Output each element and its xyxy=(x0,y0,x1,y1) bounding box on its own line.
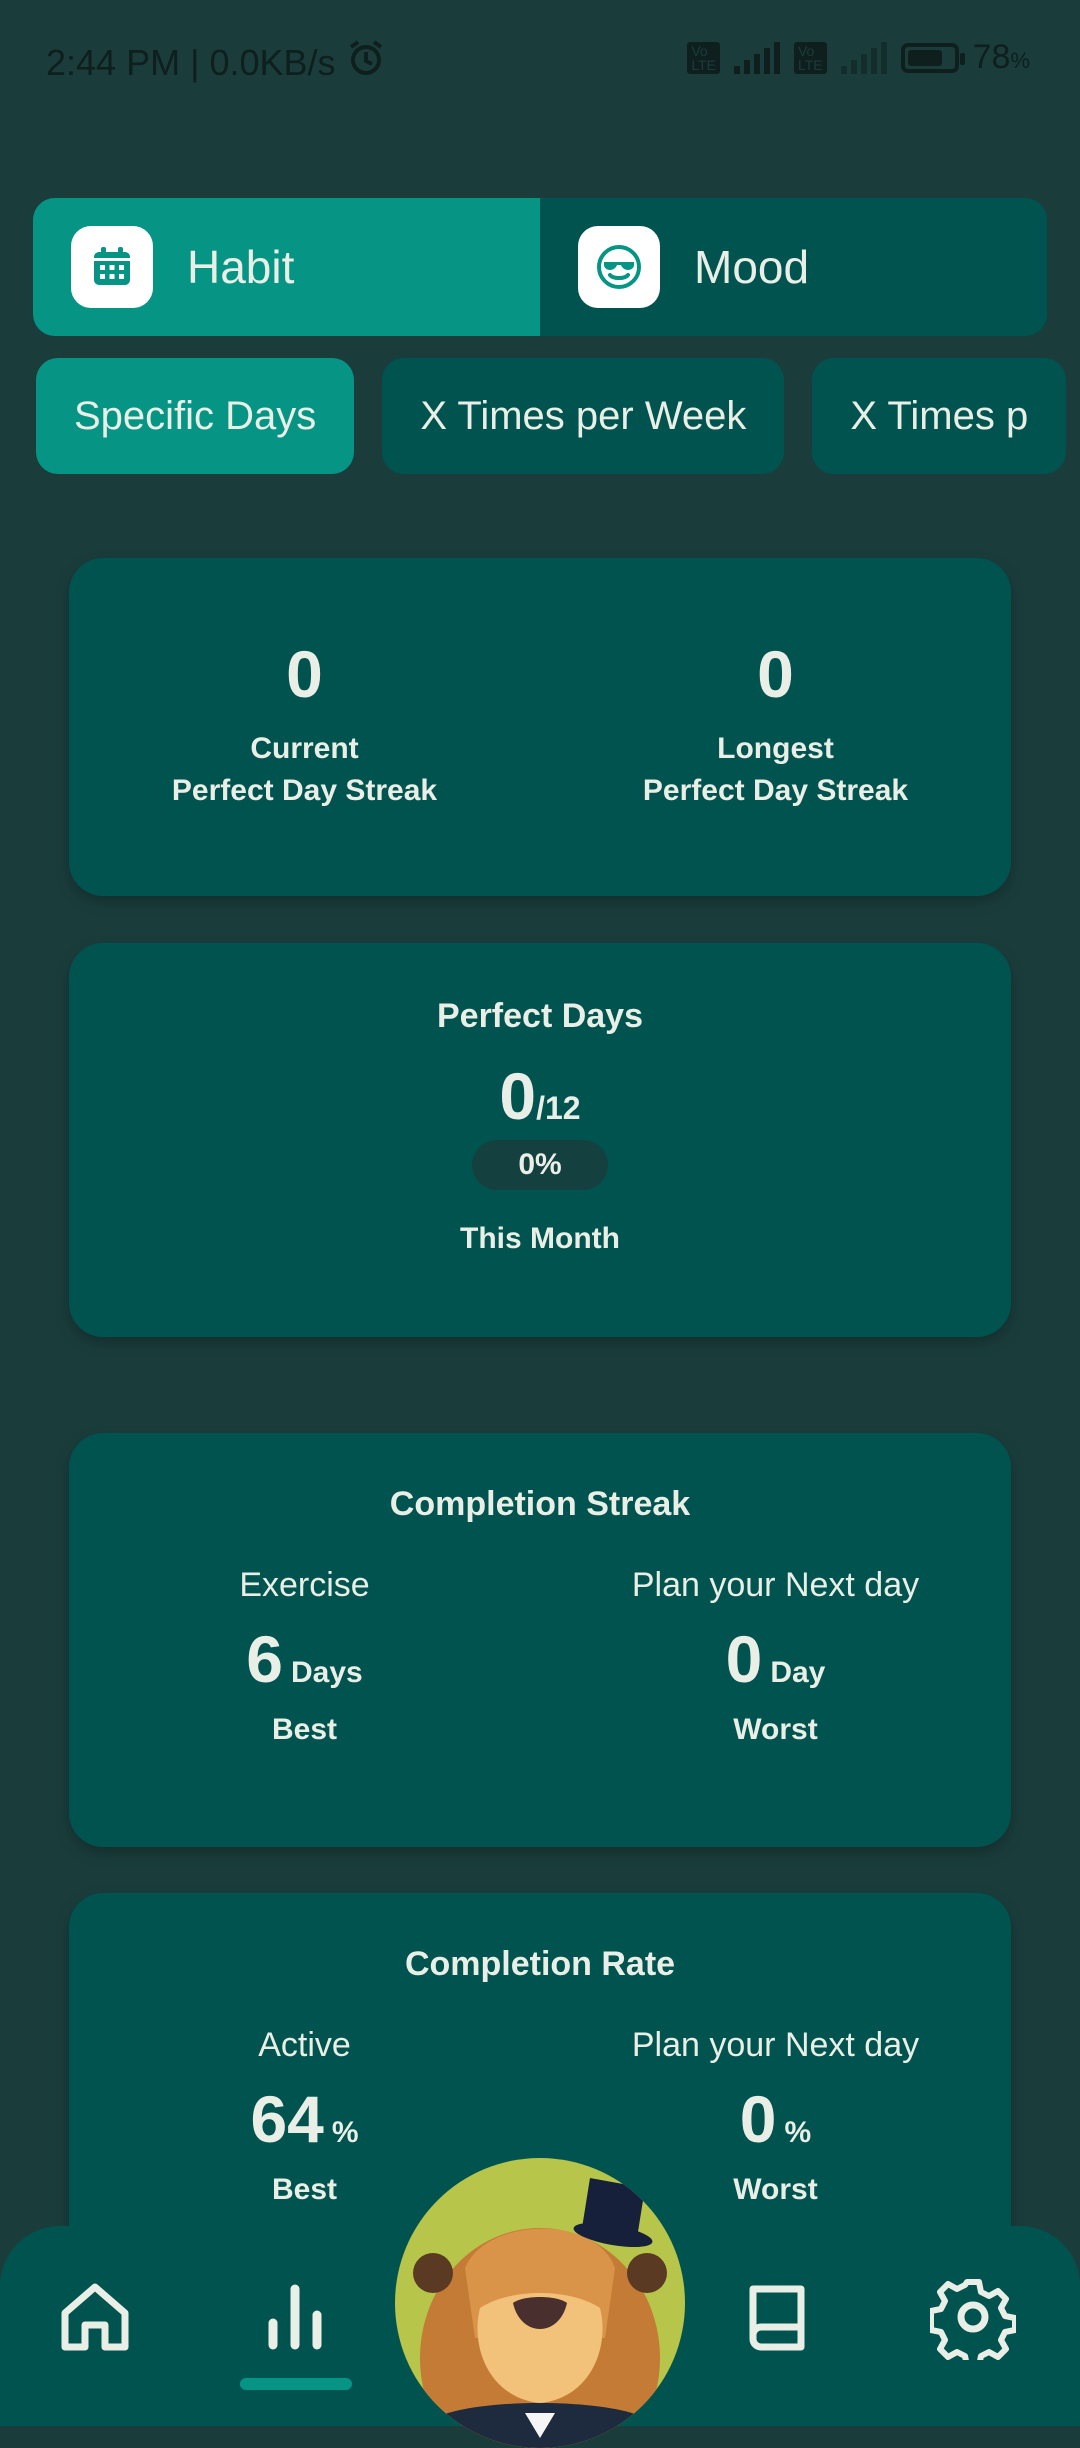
volte-icon: Vo LTE xyxy=(687,41,720,74)
current-streak-value: 0 xyxy=(286,637,323,711)
calendar-icon xyxy=(71,226,153,308)
completion-streak-worst-name: Plan your Next day xyxy=(631,1566,920,1604)
status-left: 2:44 PM | 0.0KB/s xyxy=(46,38,386,87)
mascot-beaver-button[interactable] xyxy=(395,2158,685,2448)
volte-icon-2: Vo LTE xyxy=(793,41,827,74)
completion-streak-best-name: Exercise xyxy=(239,1566,370,1604)
tab-mood[interactable]: Mood xyxy=(540,198,1047,336)
completion-rate-worst-value: 0 xyxy=(739,2082,777,2156)
completion-rate-worst: Plan your Next day 0% Worst xyxy=(540,2026,1011,2211)
beaver-illustration xyxy=(413,2178,667,2448)
smiley-sunglasses-icon xyxy=(578,226,660,308)
longest-streak-label-1: Longest xyxy=(717,732,834,765)
completion-streak-best: Exercise 6 Days Best xyxy=(69,1566,540,1751)
current-streak-label-2: Perfect Day Streak xyxy=(171,774,438,807)
tab-habit-label: Habit xyxy=(187,241,295,293)
completion-streak-title: Completion Streak xyxy=(389,1485,691,1523)
home-icon[interactable] xyxy=(50,2272,140,2362)
completion-streak-card: Completion Streak Exercise 6 Days Best Pl… xyxy=(69,1433,1011,1847)
signal-icon-2 xyxy=(840,41,887,74)
completion-rate-best-value: 64 xyxy=(250,2082,324,2156)
current-streak: 0 Current Perfect Day Streak xyxy=(69,636,540,812)
completion-streak-best-unit: Days xyxy=(291,1656,363,1689)
battery-icon xyxy=(900,42,965,73)
completion-streak-best-value: 6 xyxy=(246,1622,283,1696)
completion-streak-best-tag: Best xyxy=(271,1713,338,1746)
completion-rate-best-name: Active xyxy=(258,2026,351,2064)
perfect-days-title: Perfect Days xyxy=(436,997,643,1035)
perfect-days-total: /12 xyxy=(536,1090,581,1126)
habit-type-chips: Specific Days X Times per Week X Times p xyxy=(36,358,1067,474)
completion-streak-worst-unit: Day xyxy=(770,1656,826,1689)
status-net-speed: 0.0KB/s xyxy=(209,41,336,83)
signal-icon xyxy=(733,41,780,74)
perfect-days-value: 0 xyxy=(499,1059,537,1133)
chip-x-times-per-week[interactable]: X Times per Week xyxy=(382,358,785,474)
completion-rate-title: Completion Rate xyxy=(404,1945,676,1983)
chip-x-times-per-month[interactable]: X Times p xyxy=(812,358,1067,474)
perfect-days-count: 0/12 xyxy=(69,1058,1011,1134)
completion-rate-worst-unit: % xyxy=(784,2116,812,2149)
status-time: 2:44 PM xyxy=(46,41,181,83)
settings-gear-icon[interactable] xyxy=(928,2272,1018,2362)
perfect-day-streak-card: 0 Current Perfect Day Streak 0 Longest P… xyxy=(69,558,1011,896)
status-right: Vo LTE Vo LTE 78% xyxy=(687,38,1030,77)
perfect-days-percent-badge: 0% xyxy=(472,1140,608,1190)
completion-rate-best-unit: % xyxy=(331,2116,359,2149)
completion-streak-worst-value: 0 xyxy=(725,1622,763,1696)
completion-streak-worst: Plan your Next day 0 Day Worst xyxy=(540,1566,1011,1751)
longest-streak: 0 Longest Perfect Day Streak xyxy=(540,636,1011,812)
tab-mood-label: Mood xyxy=(694,241,810,293)
habit-mood-toggle: Habit Mood xyxy=(33,198,1047,336)
alarm-icon xyxy=(346,38,386,87)
nav-active-indicator xyxy=(240,2378,352,2390)
battery-fill xyxy=(907,49,942,66)
battery-percent: 78% xyxy=(972,38,1030,76)
current-streak-label-1: Current xyxy=(250,732,359,765)
longest-streak-value: 0 xyxy=(757,637,794,711)
perfect-days-card: Perfect Days 0/12 0% This Month xyxy=(69,943,1011,1337)
completion-rate-best-tag: Best xyxy=(271,2173,338,2206)
book-icon[interactable] xyxy=(732,2272,822,2362)
stats-icon[interactable] xyxy=(250,2272,340,2362)
chip-specific-days[interactable]: Specific Days xyxy=(36,358,355,474)
status-bar: 2:44 PM | 0.0KB/s Vo LTE Vo LTE 78% xyxy=(0,0,1080,120)
completion-rate-worst-tag: Worst xyxy=(733,2173,818,2206)
completion-rate-best: Active 64% Best xyxy=(69,2026,540,2211)
completion-streak-worst-tag: Worst xyxy=(733,1713,818,1746)
tab-habit[interactable]: Habit xyxy=(33,198,540,336)
longest-streak-label-2: Perfect Day Streak xyxy=(642,774,909,807)
completion-rate-worst-name: Plan your Next day xyxy=(631,2026,920,2064)
perfect-days-period: This Month xyxy=(460,1222,620,1255)
